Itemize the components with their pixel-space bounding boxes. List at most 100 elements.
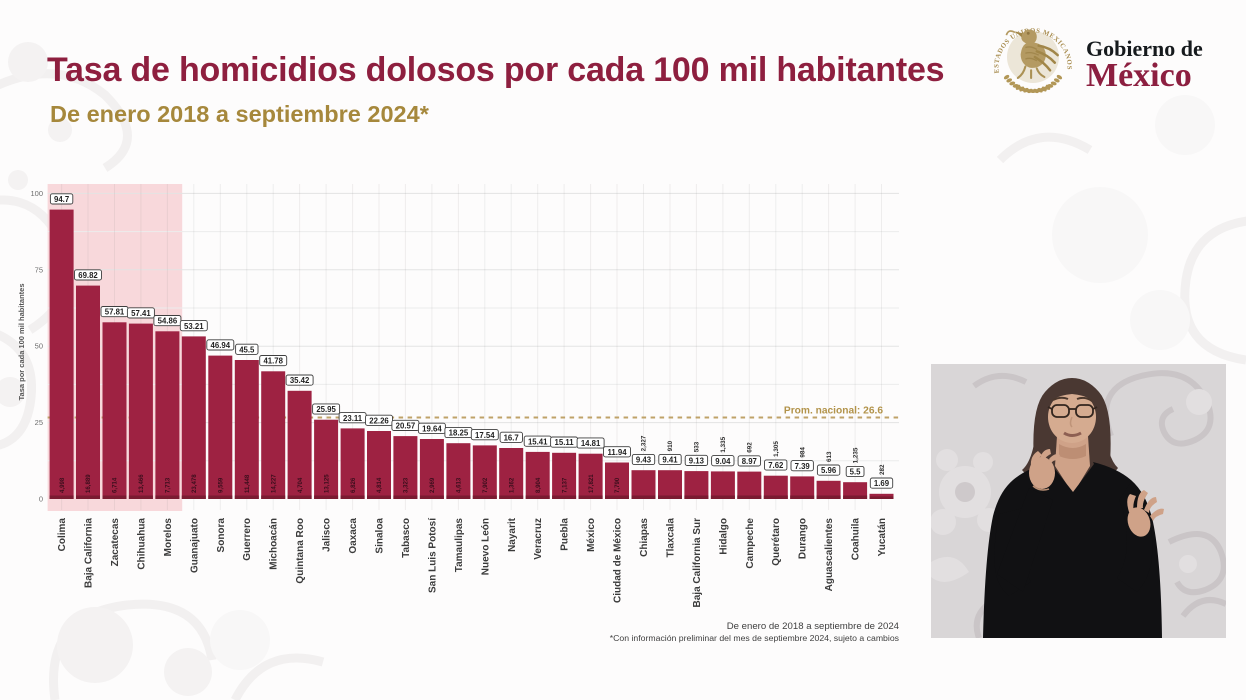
svg-text:282: 282: [879, 464, 886, 475]
svg-text:19.64: 19.64: [422, 424, 442, 433]
svg-text:Chiapas: Chiapas: [639, 518, 650, 557]
svg-text:Campeche: Campeche: [745, 518, 756, 569]
svg-text:15.41: 15.41: [528, 437, 548, 446]
svg-text:57.41: 57.41: [131, 309, 151, 318]
svg-text:1,235: 1,235: [852, 447, 859, 463]
svg-text:7,790: 7,790: [614, 477, 621, 493]
svg-text:53.21: 53.21: [184, 322, 204, 331]
svg-text:1,305: 1,305: [773, 441, 780, 457]
svg-text:Oaxaca: Oaxaca: [348, 518, 359, 554]
svg-text:41.78: 41.78: [263, 357, 283, 366]
svg-text:75: 75: [35, 265, 43, 274]
svg-text:7,137: 7,137: [561, 477, 568, 493]
svg-text:5.5: 5.5: [850, 468, 862, 477]
svg-text:Colima: Colima: [57, 518, 68, 552]
svg-text:Puebla: Puebla: [560, 518, 571, 551]
svg-text:100: 100: [30, 189, 43, 198]
svg-text:4,613: 4,613: [456, 477, 463, 493]
svg-text:25.95: 25.95: [316, 405, 336, 414]
svg-text:17.54: 17.54: [475, 431, 495, 440]
svg-text:Nayarit: Nayarit: [507, 517, 518, 552]
svg-text:3,323: 3,323: [403, 477, 410, 493]
svg-text:8.97: 8.97: [742, 457, 757, 466]
svg-text:Guerrero: Guerrero: [242, 518, 253, 561]
svg-text:Veracruz: Veracruz: [533, 518, 544, 560]
svg-text:Prom. nacional: 26.6: Prom. nacional: 26.6: [784, 406, 883, 417]
svg-text:Coahuila: Coahuila: [851, 518, 862, 561]
svg-text:Guanajuato: Guanajuato: [189, 518, 200, 573]
svg-text:6,826: 6,826: [350, 477, 357, 493]
svg-text:Baja California: Baja California: [84, 518, 95, 588]
svg-text:11.94: 11.94: [607, 448, 627, 457]
svg-text:Tamaulipas: Tamaulipas: [454, 518, 465, 573]
svg-text:Nuevo León: Nuevo León: [480, 518, 491, 575]
svg-text:Sinaloa: Sinaloa: [375, 518, 386, 554]
svg-text:7.39: 7.39: [795, 462, 811, 471]
svg-text:Sonora: Sonora: [216, 518, 227, 553]
svg-text:16.7: 16.7: [504, 433, 519, 442]
svg-text:Chihuahua: Chihuahua: [136, 518, 147, 570]
svg-text:Quintana Roo: Quintana Roo: [295, 518, 306, 584]
svg-text:54.86: 54.86: [158, 317, 178, 326]
svg-text:De enero de 2018 a septiembre: De enero de 2018 a septiembre de 2024: [727, 621, 900, 632]
svg-text:23,478: 23,478: [191, 474, 198, 493]
svg-text:4,704: 4,704: [297, 477, 304, 493]
svg-text:7,902: 7,902: [482, 477, 489, 493]
svg-text:15.11: 15.11: [555, 438, 575, 447]
svg-text:613: 613: [826, 451, 833, 462]
svg-text:94.7: 94.7: [54, 195, 69, 204]
svg-text:35.42: 35.42: [290, 376, 310, 385]
svg-text:Jalisco: Jalisco: [322, 518, 333, 552]
svg-text:Yucatán: Yucatán: [877, 518, 888, 556]
svg-text:22.26: 22.26: [369, 416, 389, 425]
svg-text:Zacatecas: Zacatecas: [110, 518, 121, 567]
svg-text:Tabasco: Tabasco: [401, 518, 412, 558]
svg-text:0: 0: [39, 495, 43, 504]
svg-text:14,227: 14,227: [270, 474, 277, 493]
svg-text:Tasa por cada 100 mil habitant: Tasa por cada 100 mil habitantes: [17, 284, 26, 401]
svg-text:50: 50: [35, 342, 43, 351]
svg-text:20.57: 20.57: [396, 422, 416, 431]
svg-text:9.43: 9.43: [636, 456, 652, 465]
svg-text:9,559: 9,559: [218, 477, 225, 493]
svg-text:14.81: 14.81: [581, 439, 601, 448]
svg-text:1,335: 1,335: [720, 436, 727, 452]
svg-text:7,713: 7,713: [165, 477, 172, 493]
svg-text:4,998: 4,998: [59, 477, 66, 493]
svg-text:2,327: 2,327: [641, 435, 648, 451]
svg-text:Michoacán: Michoacán: [269, 518, 280, 570]
svg-text:23.11: 23.11: [343, 414, 363, 423]
svg-text:25: 25: [35, 418, 43, 427]
svg-text:Durango: Durango: [798, 518, 809, 559]
svg-text:984: 984: [799, 447, 806, 458]
svg-text:46.94: 46.94: [211, 341, 231, 350]
svg-text:5.96: 5.96: [821, 466, 837, 475]
svg-text:8,904: 8,904: [535, 477, 542, 493]
svg-text:1,362: 1,362: [509, 477, 516, 493]
svg-text:1.69: 1.69: [874, 479, 890, 488]
svg-text:San Luis Potosí: San Luis Potosí: [427, 517, 438, 593]
svg-text:9.13: 9.13: [689, 457, 705, 466]
svg-text:692: 692: [747, 442, 754, 453]
svg-text:Baja California Sur: Baja California Sur: [692, 518, 703, 608]
svg-text:57.81: 57.81: [105, 308, 125, 317]
svg-text:Aguascalientes: Aguascalientes: [824, 518, 835, 592]
svg-text:Morelos: Morelos: [163, 518, 174, 557]
svg-text:45.5: 45.5: [239, 345, 255, 354]
svg-text:9.04: 9.04: [715, 457, 731, 466]
svg-text:17,821: 17,821: [588, 474, 595, 493]
svg-text:533: 533: [694, 441, 701, 452]
svg-text:69.82: 69.82: [78, 271, 98, 280]
svg-text:6,714: 6,714: [112, 477, 119, 493]
svg-text:7.62: 7.62: [768, 461, 784, 470]
svg-text:Ciudad de México: Ciudad de México: [613, 518, 624, 603]
svg-text:11,448: 11,448: [244, 474, 251, 493]
svg-text:Querétaro: Querétaro: [771, 518, 782, 566]
svg-text:18.25: 18.25: [449, 429, 469, 438]
svg-text:910: 910: [667, 440, 674, 451]
svg-text:Tlaxcala: Tlaxcala: [666, 518, 677, 558]
svg-text:9.41: 9.41: [662, 456, 678, 465]
svg-text:4,814: 4,814: [376, 477, 383, 493]
svg-text:13,125: 13,125: [323, 474, 330, 493]
svg-text:16,889: 16,889: [85, 474, 92, 493]
